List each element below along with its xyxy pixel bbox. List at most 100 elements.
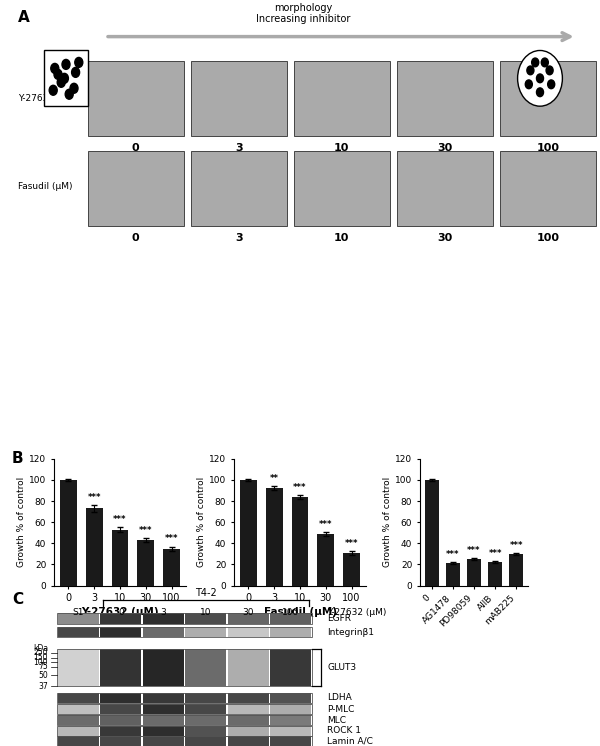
Text: 3: 3 — [160, 607, 166, 617]
FancyBboxPatch shape — [143, 692, 184, 703]
FancyBboxPatch shape — [191, 61, 287, 137]
Bar — [509, 554, 523, 586]
FancyBboxPatch shape — [100, 726, 142, 736]
Text: 30: 30 — [242, 607, 254, 617]
FancyBboxPatch shape — [143, 613, 184, 624]
FancyBboxPatch shape — [185, 649, 226, 686]
FancyBboxPatch shape — [397, 151, 493, 226]
Text: ***: *** — [345, 539, 358, 548]
Text: C: C — [12, 592, 23, 606]
FancyBboxPatch shape — [270, 692, 311, 703]
Text: GLUT3: GLUT3 — [327, 662, 356, 671]
Circle shape — [546, 66, 553, 75]
Text: P-MLC: P-MLC — [327, 705, 355, 714]
FancyBboxPatch shape — [143, 736, 184, 746]
FancyBboxPatch shape — [58, 613, 99, 624]
Text: ***: *** — [488, 549, 502, 558]
Bar — [488, 562, 502, 586]
FancyBboxPatch shape — [227, 704, 269, 715]
Text: LDHA: LDHA — [327, 693, 352, 702]
Text: morphology
Increasing inhibitor: morphology Increasing inhibitor — [256, 2, 350, 24]
Circle shape — [57, 78, 65, 87]
Circle shape — [51, 63, 59, 73]
Text: MLC: MLC — [327, 715, 346, 724]
Text: ***: *** — [165, 534, 178, 543]
FancyBboxPatch shape — [58, 704, 99, 715]
Text: Integrinβ1: Integrinβ1 — [327, 627, 374, 636]
FancyBboxPatch shape — [88, 151, 184, 226]
FancyBboxPatch shape — [44, 51, 88, 106]
Text: A: A — [18, 10, 29, 25]
Circle shape — [518, 51, 562, 106]
FancyBboxPatch shape — [270, 649, 311, 686]
Text: 250: 250 — [34, 648, 48, 657]
FancyBboxPatch shape — [58, 627, 99, 637]
Text: Lamin A/C: Lamin A/C — [327, 737, 373, 746]
Bar — [266, 489, 283, 586]
Text: ***: *** — [509, 541, 523, 550]
FancyBboxPatch shape — [270, 613, 311, 624]
FancyBboxPatch shape — [58, 649, 99, 686]
Text: 100: 100 — [34, 658, 48, 667]
Text: 50: 50 — [38, 671, 48, 680]
Text: 100: 100 — [536, 233, 559, 243]
Text: S1: S1 — [73, 607, 84, 617]
Text: ***: *** — [319, 519, 332, 528]
Text: 0: 0 — [132, 143, 139, 154]
Circle shape — [536, 88, 544, 97]
Text: 0: 0 — [118, 607, 124, 617]
Text: 10: 10 — [334, 143, 349, 154]
FancyBboxPatch shape — [397, 61, 493, 137]
Y-axis label: Growth % of control: Growth % of control — [197, 477, 206, 567]
FancyBboxPatch shape — [143, 704, 184, 715]
Text: ROCK 1: ROCK 1 — [327, 726, 361, 736]
X-axis label: Y-27632 (μM): Y-27632 (μM) — [81, 607, 159, 618]
Text: ***: *** — [446, 551, 460, 560]
Text: 10: 10 — [334, 233, 349, 243]
Text: 75: 75 — [38, 662, 48, 671]
FancyBboxPatch shape — [58, 692, 99, 703]
Text: T4-2: T4-2 — [195, 588, 217, 598]
FancyBboxPatch shape — [227, 736, 269, 746]
Text: Y-27632 (μM): Y-27632 (μM) — [18, 94, 77, 103]
Bar — [467, 560, 481, 586]
FancyBboxPatch shape — [58, 715, 99, 725]
FancyBboxPatch shape — [100, 736, 142, 746]
Bar — [112, 530, 128, 586]
Circle shape — [62, 60, 70, 69]
Text: 3: 3 — [235, 143, 242, 154]
Circle shape — [49, 85, 57, 95]
Text: B: B — [12, 451, 23, 466]
X-axis label: Fasudil (μM): Fasudil (μM) — [263, 607, 337, 618]
FancyBboxPatch shape — [270, 726, 311, 736]
Bar — [446, 563, 460, 586]
FancyBboxPatch shape — [191, 151, 287, 226]
FancyBboxPatch shape — [100, 704, 142, 715]
Circle shape — [548, 80, 555, 89]
Bar — [292, 497, 308, 586]
FancyBboxPatch shape — [227, 613, 269, 624]
FancyBboxPatch shape — [500, 61, 596, 137]
FancyBboxPatch shape — [143, 627, 184, 637]
Circle shape — [525, 80, 532, 89]
Circle shape — [536, 74, 544, 83]
Circle shape — [527, 66, 534, 75]
FancyBboxPatch shape — [100, 627, 142, 637]
FancyBboxPatch shape — [270, 736, 311, 746]
FancyBboxPatch shape — [185, 613, 226, 624]
Text: ***: *** — [467, 546, 481, 555]
Bar — [60, 480, 77, 586]
FancyBboxPatch shape — [227, 649, 269, 686]
FancyBboxPatch shape — [227, 627, 269, 637]
Bar — [163, 548, 180, 586]
FancyBboxPatch shape — [227, 715, 269, 725]
Text: 100: 100 — [282, 607, 299, 617]
FancyBboxPatch shape — [100, 613, 142, 624]
Text: 0: 0 — [132, 233, 139, 243]
FancyBboxPatch shape — [227, 726, 269, 736]
FancyBboxPatch shape — [293, 61, 390, 137]
FancyBboxPatch shape — [185, 692, 226, 703]
Bar — [86, 509, 103, 586]
Bar — [137, 540, 154, 586]
Circle shape — [532, 58, 539, 67]
